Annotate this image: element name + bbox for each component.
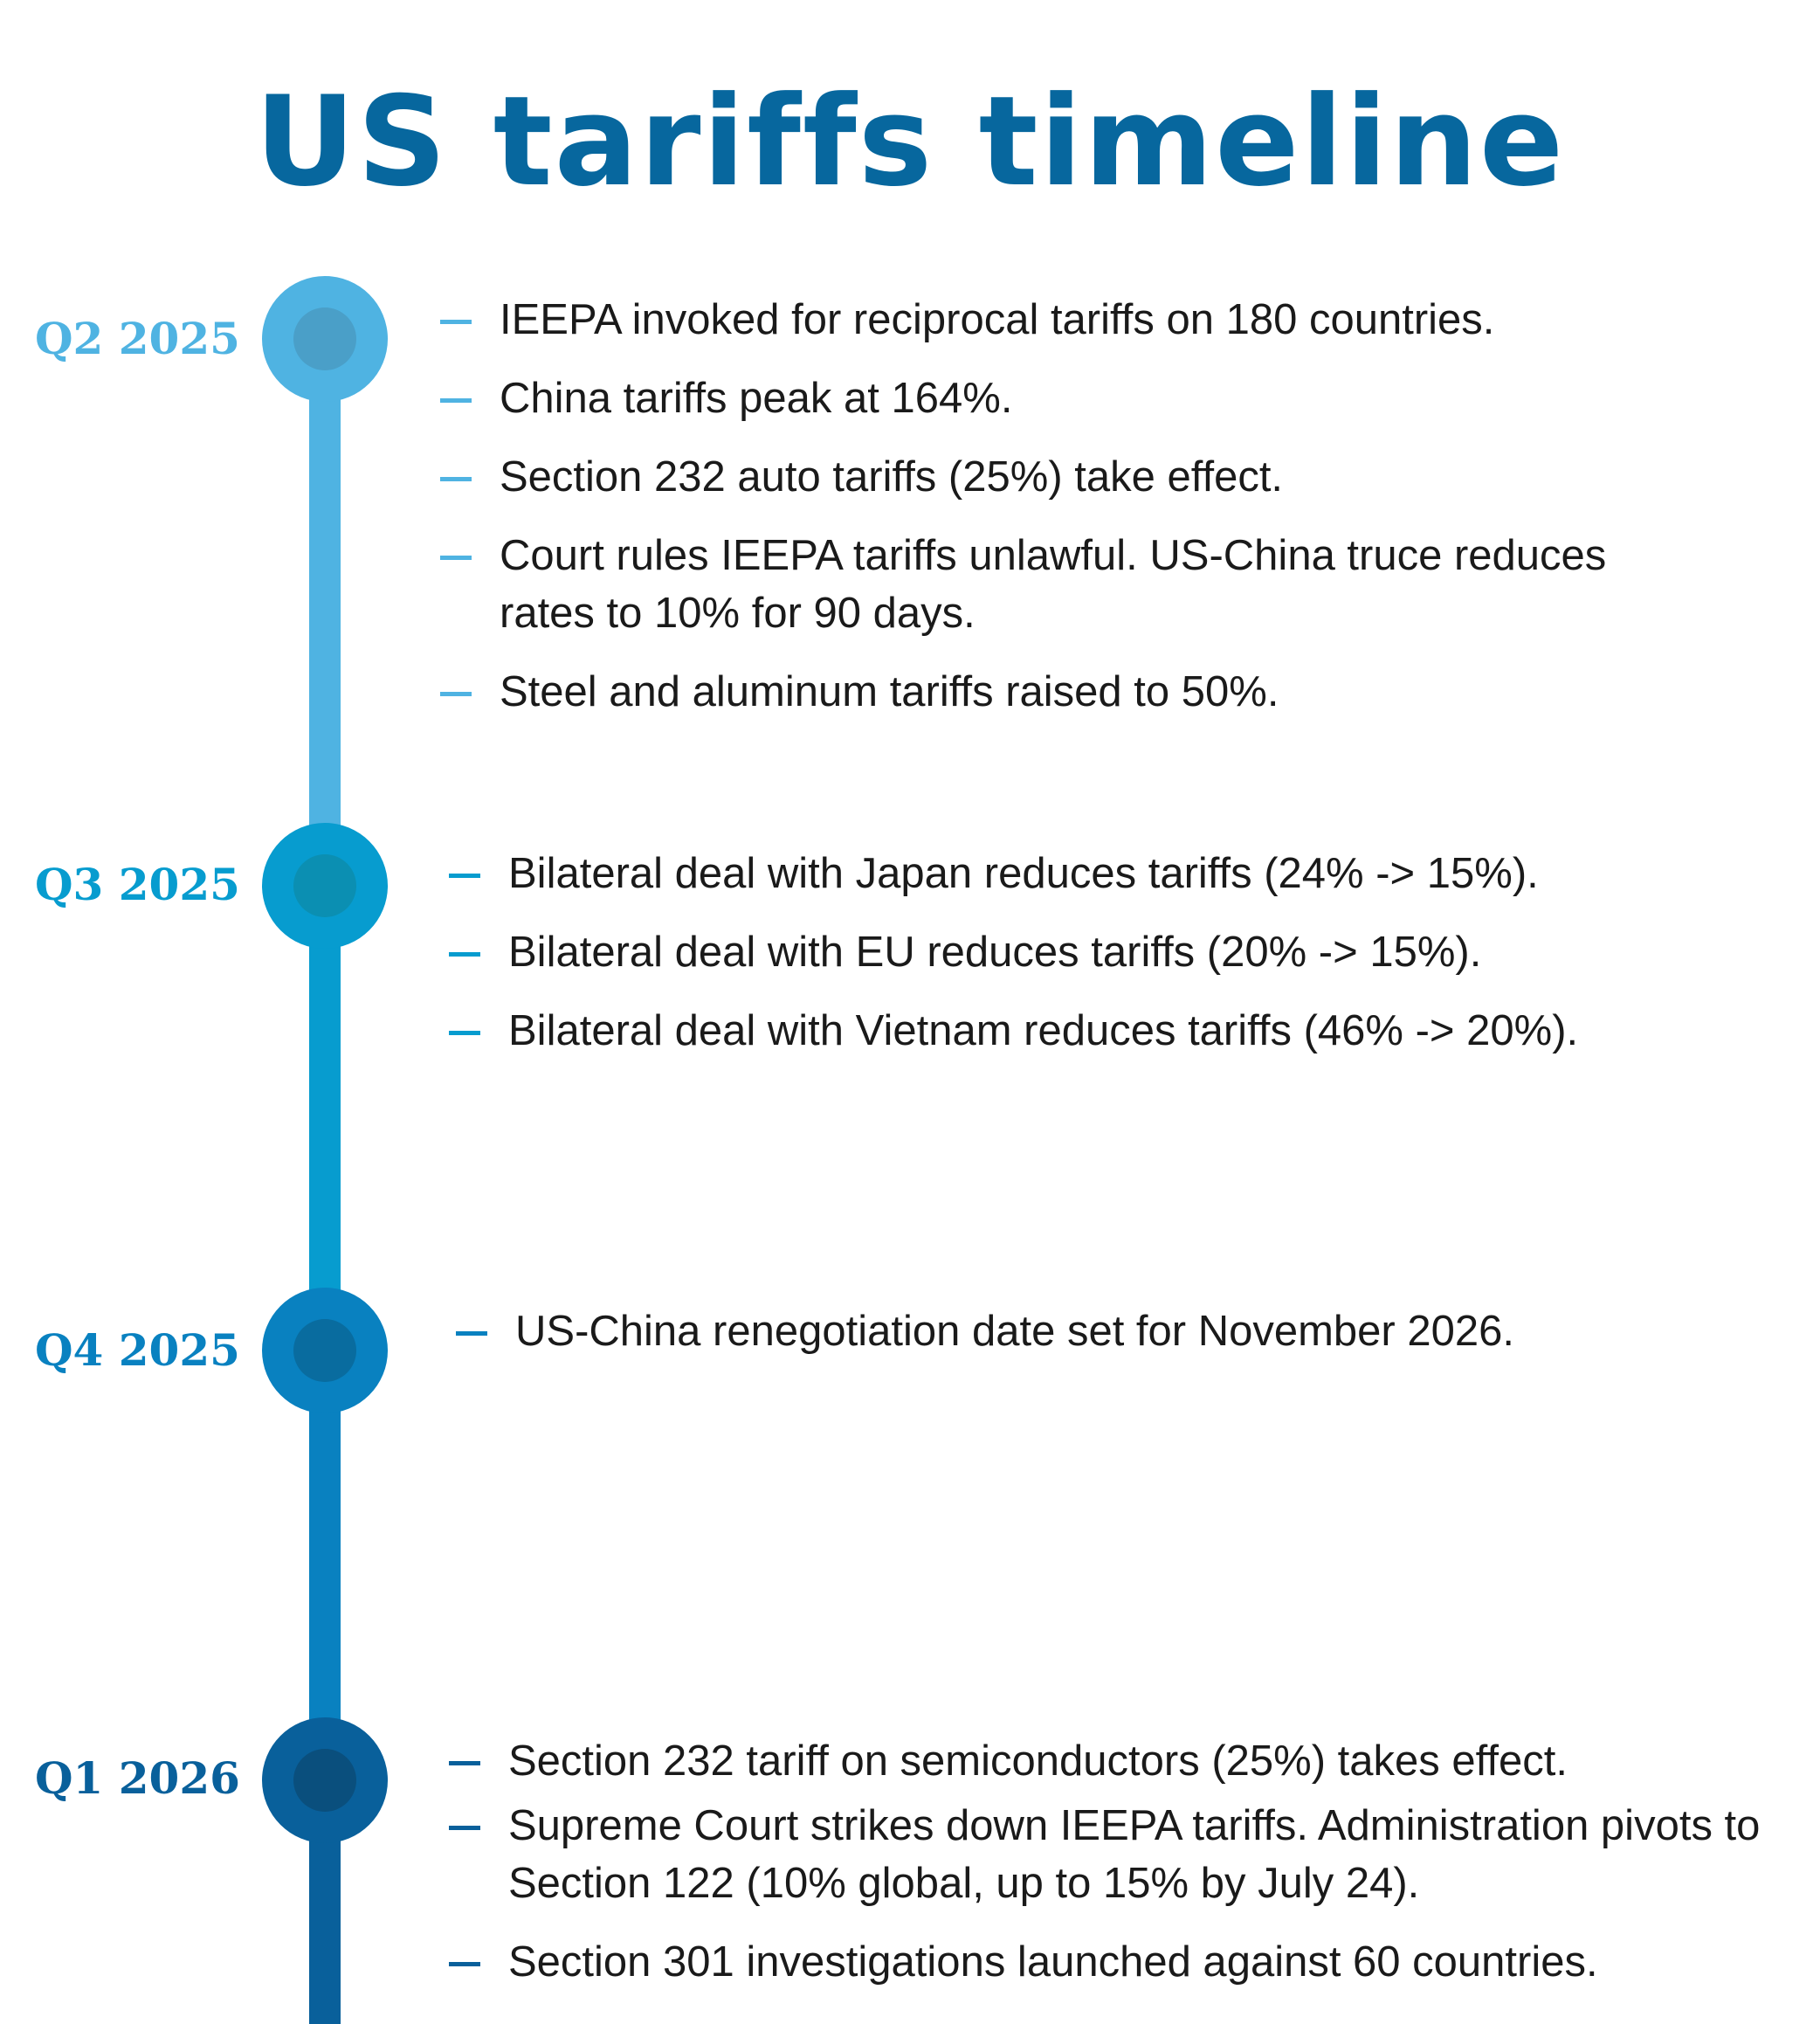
event-item: Supreme Court strikes down IEEPA tariffs… (449, 1797, 1801, 1912)
timeline-node-q1-2026 (262, 1717, 388, 1843)
dash-marker (449, 874, 480, 878)
dash-marker (440, 556, 472, 560)
quarter-label-q3-2025: Q3 2025 (35, 859, 240, 910)
dash-marker (440, 320, 472, 324)
event-item: Bilateral deal with Vietnam reduces tari… (449, 1002, 1759, 1060)
timeline-segment-q2 (309, 337, 341, 888)
event-text: Bilateral deal with Vietnam reduces tari… (508, 1007, 1579, 1054)
event-text: Bilateral deal with EU reduces tariffs (… (508, 929, 1482, 976)
dash-marker (449, 952, 480, 957)
event-item: Bilateral deal with EU reduces tariffs (… (449, 923, 1759, 981)
event-item: Court rules IEEPA tariffs unlawful. US-C… (440, 527, 1617, 642)
dash-marker (449, 1962, 480, 1966)
event-text: Supreme Court strikes down IEEPA tariffs… (508, 1802, 1761, 1907)
event-item: Section 232 auto tariffs (25%) take effe… (440, 448, 1698, 506)
event-list-q1-2026: Section 232 tariff on semiconductors (25… (449, 1732, 1785, 1991)
dash-marker (456, 1331, 487, 1336)
timeline-node-core (293, 854, 356, 917)
event-list-q4-2025: US-China renegotiation date set for Nove… (456, 1302, 1748, 1360)
quarter-label-q1-2026: Q1 2026 (35, 1752, 240, 1804)
event-text: Section 232 tariff on semiconductors (25… (508, 1737, 1568, 1785)
event-list-q2-2025: IEEPA invoked for reciprocal tariffs on … (440, 291, 1698, 721)
page-title: US tariffs timeline (254, 70, 1566, 214)
event-text: Steel and aluminum tariffs raised to 50%… (500, 668, 1279, 715)
event-item: Section 232 tariff on semiconductors (25… (449, 1732, 1785, 1790)
event-text: US-China renegotiation date set for Nove… (515, 1308, 1514, 1355)
quarter-label-q2-2025: Q2 2025 (35, 313, 240, 364)
timeline-node-core (293, 1749, 356, 1812)
timeline-node-core (293, 307, 356, 370)
event-item: Section 301 investigations launched agai… (449, 1933, 1785, 1991)
event-text: Section 232 auto tariffs (25%) take effe… (500, 453, 1284, 501)
event-text: Section 301 investigations launched agai… (508, 1938, 1598, 1986)
timeline-node-q4-2025 (262, 1288, 388, 1413)
timeline-node-q3-2025 (262, 823, 388, 949)
dash-marker (440, 692, 472, 696)
event-item: Steel and aluminum tariffs raised to 50%… (440, 663, 1698, 721)
event-text: Court rules IEEPA tariffs unlawful. US-C… (500, 532, 1607, 637)
dash-marker (449, 1826, 480, 1830)
dash-marker (449, 1761, 480, 1765)
event-list-q3-2025: Bilateral deal with Japan reduces tariff… (449, 845, 1759, 1060)
timeline-segment-q3 (309, 886, 341, 1352)
quarter-label-q4-2025: Q4 2025 (35, 1324, 240, 1376)
event-item: IEEPA invoked for reciprocal tariffs on … (440, 291, 1698, 349)
event-item: China tariffs peak at 164%. (440, 370, 1698, 427)
timeline-node-core (293, 1319, 356, 1382)
timeline-node-q2-2025 (262, 276, 388, 402)
dash-marker (449, 1031, 480, 1035)
event-item: Bilateral deal with Japan reduces tariff… (449, 845, 1759, 902)
timeline-segment-q4 (309, 1350, 341, 1779)
dash-marker (440, 477, 472, 481)
event-text: China tariffs peak at 164%. (500, 375, 1013, 422)
event-item: US-China renegotiation date set for Nove… (456, 1302, 1748, 1360)
event-text: Bilateral deal with Japan reduces tariff… (508, 850, 1539, 897)
dash-marker (440, 398, 472, 403)
event-text: IEEPA invoked for reciprocal tariffs on … (500, 296, 1495, 343)
